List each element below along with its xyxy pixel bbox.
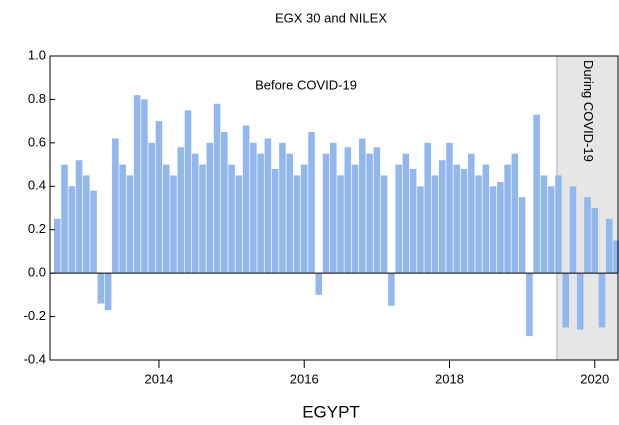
- bar: [315, 273, 323, 295]
- bar: [584, 197, 591, 274]
- bar: [337, 175, 344, 274]
- bar: [569, 186, 577, 274]
- bar: [373, 147, 381, 274]
- bar: [344, 147, 352, 274]
- bar: [402, 153, 410, 274]
- bar: [257, 153, 264, 274]
- bar: [460, 168, 468, 274]
- bar: [228, 164, 235, 274]
- y-tick-label: 0.0: [28, 265, 46, 280]
- bar: [90, 190, 97, 274]
- bar: [511, 153, 519, 274]
- bar: [119, 164, 126, 274]
- bar: [322, 153, 330, 274]
- bar: [126, 175, 134, 274]
- bar: [526, 273, 533, 337]
- bar: [83, 175, 90, 274]
- bar: [68, 186, 76, 274]
- bar: [606, 218, 613, 274]
- bar: [148, 142, 155, 274]
- x-tick-label: 2018: [435, 371, 464, 386]
- bar: [221, 132, 228, 274]
- y-tick-label: -0.4: [24, 351, 46, 366]
- bar: [61, 164, 68, 274]
- bar: [286, 153, 293, 274]
- annotation: Before COVID-19: [255, 77, 357, 92]
- y-tick-label: -0.2: [24, 308, 46, 323]
- x-tick-label: 2016: [290, 371, 319, 386]
- y-tick-label: 0.2: [28, 221, 46, 236]
- bar: [206, 142, 214, 274]
- bar: [409, 168, 417, 274]
- bar: [395, 164, 402, 274]
- bar: [555, 175, 562, 274]
- x-tick-label: 2020: [580, 371, 609, 386]
- bar: [250, 142, 257, 274]
- bar: [417, 186, 424, 274]
- y-tick-label: 1.0: [28, 47, 46, 62]
- bar: [504, 164, 511, 274]
- bar: [75, 160, 83, 274]
- bar: [141, 99, 148, 274]
- bar: [264, 138, 272, 274]
- bar: [366, 153, 373, 274]
- bar: [133, 95, 141, 274]
- bar: [482, 164, 490, 274]
- bar: [453, 164, 461, 274]
- bar: [424, 142, 431, 274]
- bar: [359, 138, 366, 274]
- x-tick-label: 2014: [144, 371, 173, 386]
- bar: [598, 273, 606, 328]
- bar: [329, 142, 337, 274]
- bar: [242, 125, 250, 274]
- bar: [293, 175, 301, 274]
- bar: [191, 153, 199, 274]
- bar: [213, 103, 221, 274]
- bar: [271, 168, 279, 274]
- bar: [562, 273, 569, 328]
- bar: [53, 218, 61, 274]
- bar: [540, 175, 548, 274]
- bar: [468, 153, 475, 274]
- bar: [155, 121, 163, 274]
- bar: [279, 142, 286, 274]
- bar: [518, 197, 526, 274]
- bar: [380, 175, 388, 274]
- bar: [104, 273, 112, 311]
- bar: [112, 138, 119, 274]
- y-tick-label: 0.8: [28, 91, 46, 106]
- shaded-region-label: During COVID-19: [581, 60, 596, 162]
- bar: [431, 175, 439, 274]
- bar: [438, 160, 446, 274]
- bar: [446, 142, 453, 274]
- bar: [591, 208, 599, 274]
- bar: [547, 186, 555, 274]
- bar: [388, 273, 395, 306]
- bar: [351, 164, 359, 274]
- bar: [489, 186, 497, 274]
- bar: [162, 164, 170, 274]
- y-tick-label: 0.6: [28, 134, 46, 149]
- bar: [308, 132, 315, 274]
- bar: [576, 273, 584, 330]
- bar: [184, 110, 192, 274]
- x-axis-label: EGYPT: [302, 402, 360, 421]
- bar: [300, 164, 308, 274]
- bar: [97, 273, 105, 304]
- bar: [613, 240, 619, 274]
- bar: [497, 181, 504, 274]
- bar: [177, 147, 185, 274]
- plot-frame: [49, 55, 619, 361]
- y-tick-label: 0.4: [28, 178, 46, 193]
- bar: [199, 164, 206, 274]
- chart-title: EGX 30 and NILEX: [275, 10, 387, 25]
- bar: [170, 175, 177, 274]
- bar: [475, 175, 482, 274]
- bar: [533, 114, 540, 274]
- bar: [235, 175, 243, 274]
